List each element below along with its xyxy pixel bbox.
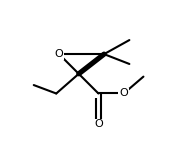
Text: O: O [94,119,103,129]
Text: O: O [119,88,128,99]
Text: O: O [55,49,63,59]
